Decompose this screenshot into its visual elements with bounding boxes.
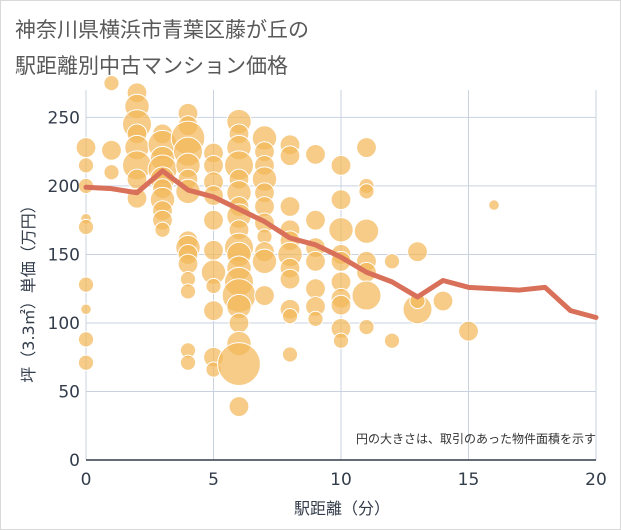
bubble-point: [383, 253, 401, 270]
bubble-point: [279, 145, 301, 167]
bubble-point: [353, 218, 380, 244]
bubble-point: [305, 250, 326, 272]
bubble-point: [305, 278, 326, 300]
bubble-point: [330, 294, 352, 316]
bubble-point: [177, 253, 199, 275]
bubble-point: [103, 75, 120, 92]
y-tick-label: 100: [48, 314, 80, 334]
bubble-point: [281, 346, 299, 363]
bubble-point: [154, 221, 171, 238]
bubble-point: [488, 199, 500, 211]
bubble-point: [179, 354, 197, 371]
bubble-point: [330, 189, 352, 211]
bubble-point: [351, 280, 382, 311]
bubble-point: [101, 139, 122, 161]
y-tick-label: 50: [58, 382, 80, 402]
bubble-point: [77, 218, 95, 236]
bubble-point: [307, 310, 324, 327]
bubble-point: [251, 248, 278, 274]
bubble-point: [205, 277, 222, 295]
bubble-point: [75, 137, 97, 158]
bubble-point: [228, 312, 250, 334]
bubble-point: [77, 157, 95, 174]
x-tick-label: 10: [330, 470, 352, 490]
bubble-point: [217, 342, 261, 386]
bubble-point: [203, 239, 224, 261]
y-tick-label: 250: [48, 108, 80, 128]
bubble-point: [358, 318, 375, 336]
x-tick-label: 15: [458, 470, 480, 490]
bubble-point: [77, 276, 95, 293]
chart-title-line2: 駅距離別中古マンション価格: [15, 54, 288, 78]
average-line: [83, 168, 599, 320]
x-tick-label: 5: [208, 470, 219, 490]
bubble-point: [407, 241, 428, 263]
bubble-point: [356, 137, 377, 158]
chart-title-line1: 神奈川県横浜市青葉区藤が丘の: [15, 18, 309, 42]
x-tick-label: 0: [81, 470, 92, 490]
bubble-point: [305, 144, 326, 165]
bubble-point: [281, 308, 299, 325]
bubble-point: [77, 354, 95, 371]
bubble-point: [228, 396, 250, 417]
bubble-point: [458, 320, 479, 342]
bubble-point: [279, 196, 301, 217]
bubbles: [75, 75, 500, 417]
y-tick-label: 150: [48, 245, 80, 265]
bubble-point: [203, 300, 224, 322]
x-axis-label: 駅距離（分）: [294, 499, 390, 518]
bubble-point: [80, 303, 92, 316]
bubble-point: [279, 268, 301, 290]
bubble-point: [203, 209, 224, 231]
y-tick-label: 200: [48, 177, 80, 197]
bubble-point: [332, 332, 350, 349]
bubble-point: [358, 183, 375, 200]
bubble-point: [330, 154, 352, 176]
bubble-point: [77, 331, 95, 348]
bubble-point: [305, 209, 326, 231]
bubble-point: [383, 332, 401, 349]
bubble-point: [103, 164, 120, 181]
y-axis-label: 坪（3.3㎡）単価（万円）: [19, 197, 38, 382]
y-tick-label: 0: [69, 451, 80, 471]
bubble-size-note: 円の大きさは、取引のあった物件面積を示す: [356, 431, 596, 446]
x-tick-label: 20: [585, 470, 607, 490]
bubble-point: [328, 217, 354, 243]
average-price-line: [83, 168, 599, 320]
bubble-point: [179, 283, 197, 300]
bubble-point: [432, 290, 454, 312]
bubble-point: [254, 285, 275, 306]
